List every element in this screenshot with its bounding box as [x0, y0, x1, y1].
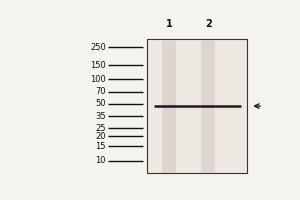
Text: 2: 2: [205, 19, 212, 29]
Text: 15: 15: [96, 142, 106, 151]
Text: 150: 150: [90, 61, 106, 70]
Text: 35: 35: [95, 112, 106, 121]
Text: 70: 70: [95, 87, 106, 96]
Text: 100: 100: [90, 75, 106, 84]
Bar: [147, 39, 247, 173]
Text: 25: 25: [96, 124, 106, 133]
Text: 10: 10: [96, 156, 106, 165]
Text: 250: 250: [90, 43, 106, 52]
Text: 50: 50: [96, 99, 106, 108]
Text: 20: 20: [96, 132, 106, 141]
Text: 1: 1: [166, 19, 172, 29]
